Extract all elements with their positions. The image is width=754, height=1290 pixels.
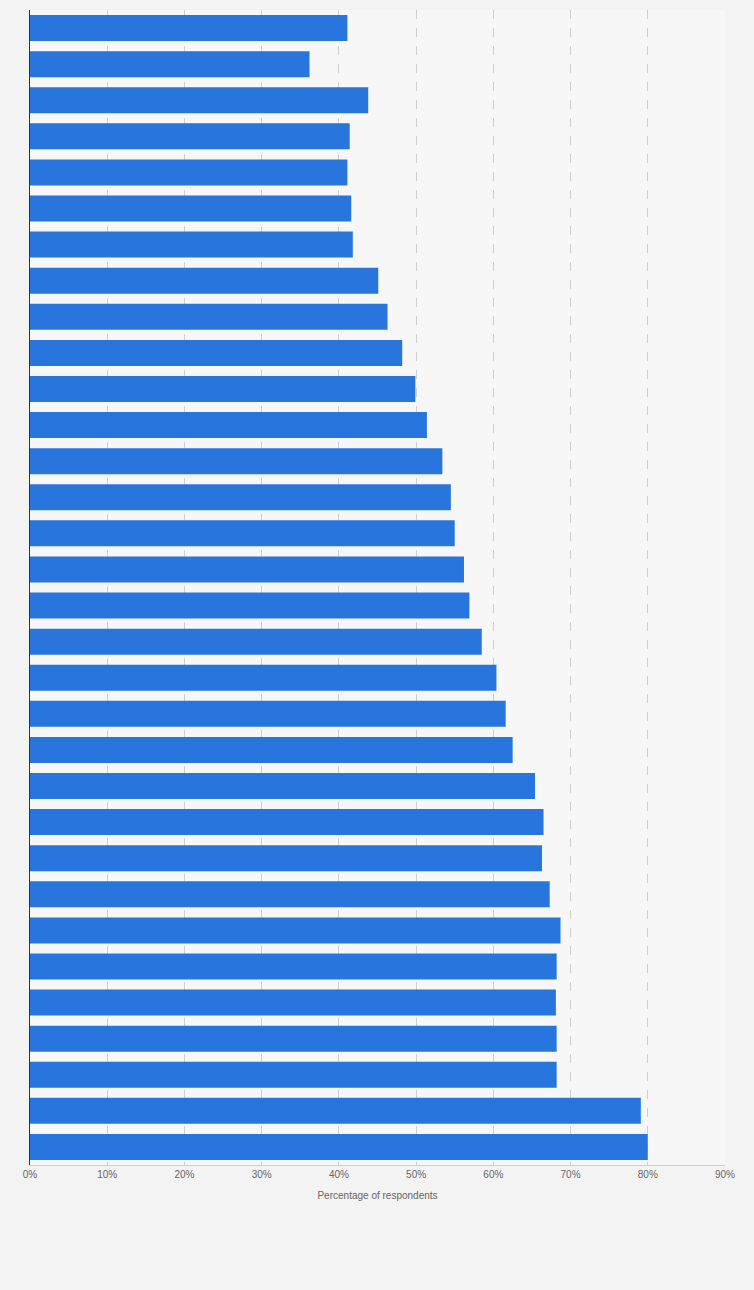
svg-text:0%: 0% [23, 1169, 38, 1180]
svg-text:10%: 10% [97, 1169, 117, 1180]
svg-text:50%: 50% [406, 1169, 426, 1180]
svg-text:60%: 60% [483, 1169, 503, 1180]
svg-text:80%: 80% [638, 1169, 658, 1180]
svg-text:20%: 20% [174, 1169, 194, 1180]
svg-text:90%: 90% [715, 1169, 735, 1180]
svg-text:70%: 70% [561, 1169, 581, 1180]
svg-text:Percentage of respondents: Percentage of respondents [317, 1190, 437, 1201]
svg-text:40%: 40% [329, 1169, 349, 1180]
svg-text:30%: 30% [252, 1169, 272, 1180]
